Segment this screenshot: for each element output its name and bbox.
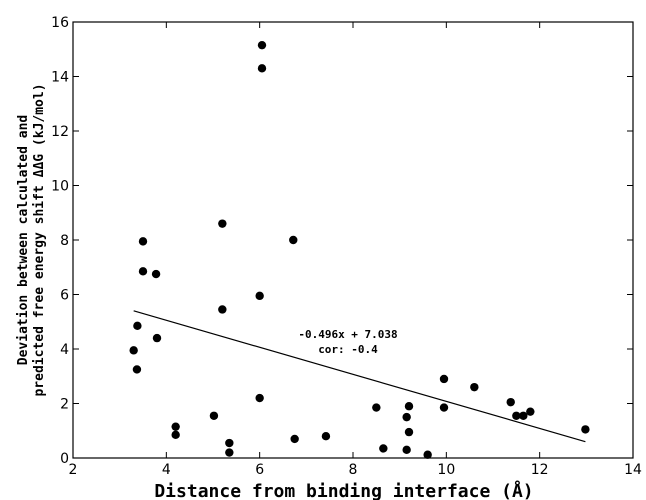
data-point	[151, 269, 161, 279]
data-point	[209, 411, 219, 420]
tick-marks	[72, 21, 634, 459]
data-point	[439, 403, 449, 412]
data-point	[255, 291, 264, 301]
data-point	[423, 450, 432, 459]
x-axis-title: Distance from binding interface (Å)	[154, 479, 533, 500]
y-tick-label: 16	[51, 15, 69, 31]
data-point	[372, 403, 381, 412]
x-tick-label: 4	[162, 462, 171, 478]
y-tick-label: 10	[51, 179, 69, 195]
fit-equation-label: -0.496x + 7.038	[298, 328, 397, 341]
x-tick-label: 8	[349, 462, 358, 478]
data-point	[404, 427, 414, 437]
data-point	[526, 407, 535, 416]
data-points	[129, 40, 590, 459]
data-point	[402, 412, 411, 422]
data-point	[404, 402, 414, 411]
x-tick-label: 14	[624, 462, 642, 478]
x-tick-label: 10	[437, 462, 455, 478]
data-point	[581, 425, 590, 434]
data-point	[133, 321, 142, 331]
y-axis-title-line1: Deviation between calculated and	[16, 115, 31, 365]
data-point	[132, 365, 142, 374]
data-point	[129, 346, 138, 355]
data-point	[152, 333, 162, 343]
data-point	[470, 382, 479, 392]
data-point	[519, 411, 528, 420]
plot-frame	[72, 21, 634, 459]
data-point	[171, 430, 180, 440]
y-axis-title-group: Deviation between calculated and predict…	[16, 83, 47, 396]
data-point	[506, 397, 515, 407]
y-tick-label: 4	[60, 342, 69, 358]
y-tick-label: 12	[51, 124, 69, 140]
y-tick-label: 8	[60, 233, 69, 249]
data-point	[257, 64, 267, 73]
y-tick-label: 6	[60, 288, 69, 304]
correlation-label: cor: -0.4	[318, 343, 378, 356]
data-point	[290, 434, 299, 444]
data-point	[257, 40, 267, 50]
data-point	[218, 305, 227, 314]
data-point	[225, 438, 234, 448]
data-point	[379, 444, 388, 453]
regression-line	[133, 310, 586, 443]
data-point	[138, 237, 148, 246]
data-point	[138, 267, 148, 276]
x-tick-label: 6	[255, 462, 264, 478]
x-tick-label: 12	[531, 462, 549, 478]
data-point	[225, 448, 234, 457]
y-axis-title-line2: predicted free energy shift ΔΔG (kJ/mol)	[32, 83, 47, 396]
data-point	[255, 393, 264, 403]
data-point	[218, 219, 227, 228]
y-tick-label: 0	[60, 451, 69, 467]
y-tick-label: 14	[51, 70, 69, 86]
data-point	[402, 445, 411, 455]
data-point	[512, 411, 521, 420]
data-point	[289, 235, 298, 245]
data-point	[171, 422, 180, 431]
data-point	[321, 432, 331, 441]
x-tick-label: 2	[69, 462, 78, 478]
data-point	[439, 374, 449, 384]
y-tick-label: 2	[60, 397, 69, 413]
